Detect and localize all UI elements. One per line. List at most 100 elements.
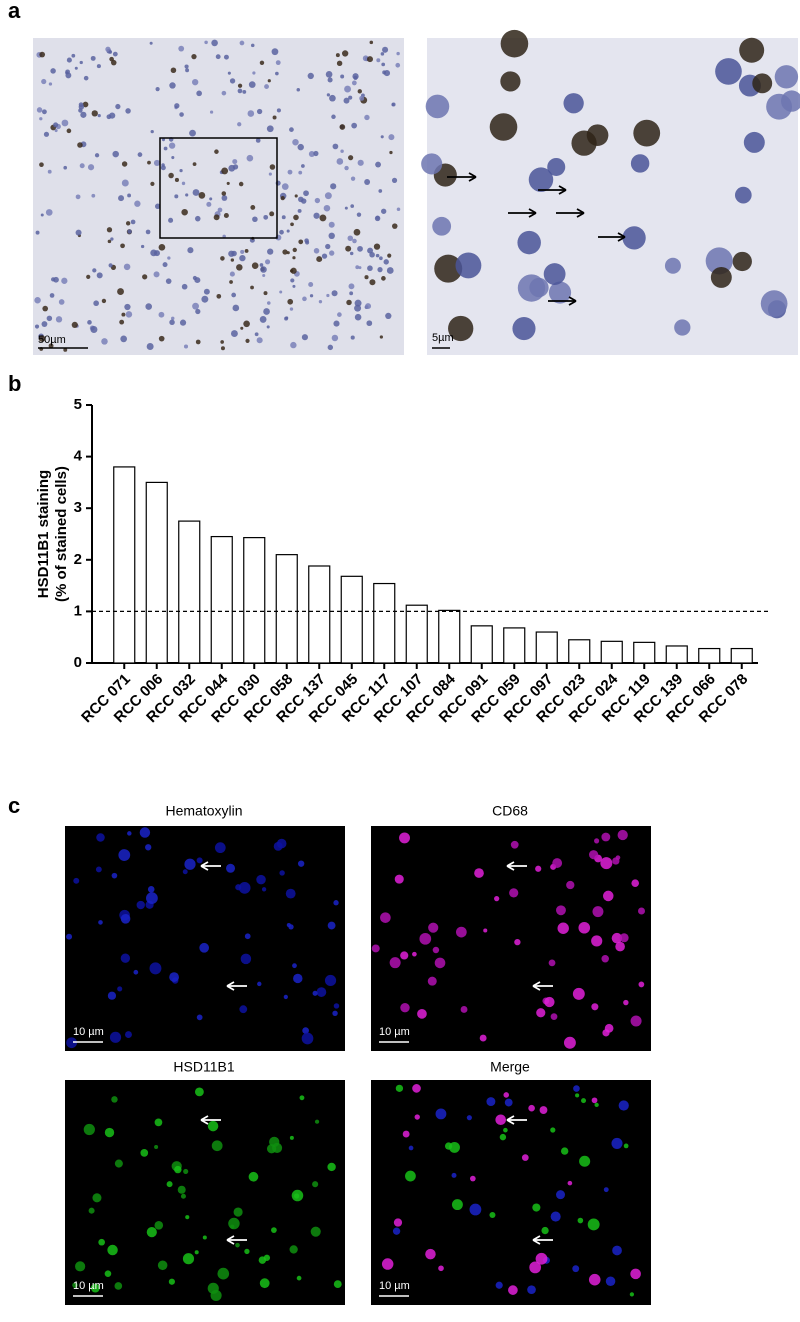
cell	[348, 155, 354, 161]
cell	[267, 301, 271, 305]
cell	[91, 110, 98, 117]
cell	[272, 115, 277, 120]
cell	[63, 347, 68, 352]
cell	[339, 124, 346, 130]
cell	[292, 963, 297, 969]
cell	[236, 264, 243, 271]
cell	[359, 95, 365, 101]
cell	[387, 253, 392, 258]
cell	[154, 203, 161, 210]
cell	[367, 247, 374, 254]
cell	[211, 1140, 223, 1152]
cell	[263, 214, 269, 220]
cell	[239, 254, 246, 262]
cell	[399, 832, 410, 844]
cell	[304, 238, 309, 243]
cell	[194, 1250, 199, 1255]
cell	[107, 991, 117, 1000]
cell	[87, 320, 92, 325]
cell	[259, 263, 264, 267]
cell	[395, 62, 401, 68]
cell	[332, 1010, 338, 1016]
cell	[171, 155, 175, 160]
cell	[630, 1015, 642, 1027]
cell	[290, 278, 295, 283]
cell	[174, 177, 179, 183]
cell	[38, 335, 46, 342]
cell	[601, 955, 609, 963]
cell	[47, 169, 52, 174]
cell	[235, 1242, 240, 1248]
arrow-head	[468, 172, 477, 182]
cell	[256, 874, 266, 885]
cell	[58, 299, 65, 305]
cell	[229, 271, 235, 277]
bar	[243, 537, 266, 664]
y-tick-label: 0	[74, 654, 82, 671]
cell	[255, 138, 261, 143]
cell	[43, 131, 50, 137]
cell	[434, 254, 463, 283]
cell	[330, 183, 337, 190]
cell	[75, 1261, 86, 1272]
arrow-head	[568, 296, 577, 306]
cell	[571, 130, 597, 156]
cell	[386, 267, 394, 274]
cell	[78, 108, 83, 113]
cell	[168, 172, 174, 179]
cell	[259, 60, 265, 65]
cell	[98, 1238, 105, 1246]
bar	[730, 647, 753, 664]
cell	[307, 72, 314, 80]
cell	[324, 192, 332, 200]
cell	[220, 346, 225, 351]
cell	[230, 258, 235, 262]
cell	[182, 869, 188, 875]
cell	[623, 1143, 629, 1149]
cell	[83, 75, 89, 81]
cell	[192, 302, 199, 310]
cell	[508, 1285, 518, 1295]
cell	[281, 183, 289, 190]
cell	[328, 232, 335, 240]
cell	[153, 271, 160, 278]
cell	[544, 996, 555, 1008]
cell	[180, 1193, 186, 1199]
cell	[104, 1270, 112, 1277]
cell	[179, 112, 184, 117]
cell	[268, 172, 272, 176]
cell	[118, 849, 131, 861]
cell	[150, 249, 158, 257]
cell	[326, 293, 330, 298]
cell	[49, 293, 55, 298]
cell	[623, 999, 629, 1006]
cell	[66, 128, 72, 134]
cell	[560, 1147, 569, 1155]
micrograph	[33, 38, 404, 355]
cell	[325, 243, 331, 250]
cell	[325, 70, 333, 78]
cell	[579, 1155, 591, 1167]
cell	[364, 114, 370, 121]
cell	[216, 293, 222, 299]
cell	[298, 170, 303, 175]
cell	[421, 153, 443, 175]
cell	[269, 211, 275, 217]
cell	[256, 337, 263, 344]
cell	[276, 838, 287, 849]
cell	[321, 253, 328, 259]
cell	[371, 944, 380, 953]
cell	[271, 48, 279, 56]
cell	[309, 294, 314, 298]
cell	[231, 292, 237, 298]
cell	[419, 932, 432, 945]
cell	[567, 1180, 573, 1186]
cell	[575, 1093, 580, 1098]
cell	[134, 200, 141, 207]
cell	[279, 229, 284, 235]
cell	[53, 122, 59, 128]
cell	[601, 832, 611, 842]
cell	[432, 216, 452, 236]
cell	[297, 860, 305, 867]
cell	[343, 97, 350, 104]
